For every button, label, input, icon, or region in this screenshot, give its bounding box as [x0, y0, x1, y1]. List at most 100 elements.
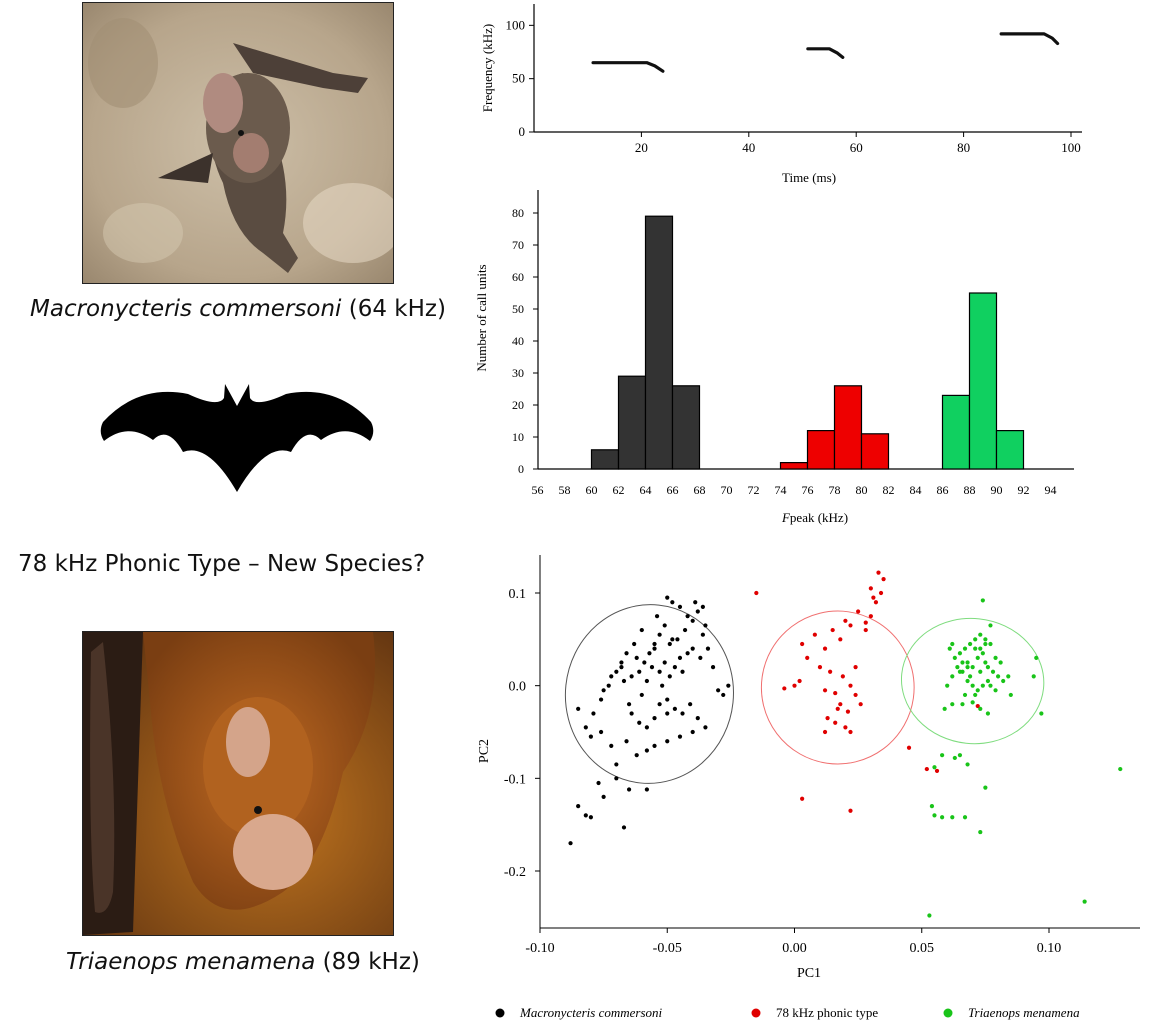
scatter-point	[721, 692, 726, 698]
x-axis-label: Fpeak (kHz)	[781, 510, 848, 525]
y-tick-label: 0.1	[509, 587, 527, 602]
y-tick-label: 80	[512, 206, 524, 220]
scatter-point	[591, 711, 596, 716]
scatter-point	[996, 674, 1001, 679]
legend-label: Macronycteris commersoni	[519, 1005, 663, 1020]
scatter-point	[568, 841, 573, 846]
scatter-point	[822, 646, 828, 651]
scatter-point	[690, 729, 695, 735]
scatter-point	[965, 762, 970, 767]
scatter-point	[698, 655, 703, 660]
scatter-point	[833, 690, 838, 696]
confidence-ellipse	[900, 617, 1045, 745]
scatter-point	[817, 665, 823, 670]
scatter-point	[685, 614, 690, 619]
scatter-point	[792, 683, 797, 688]
y-tick-label: 70	[512, 238, 524, 252]
scatter-point	[968, 674, 973, 679]
x-tick-label: 68	[694, 483, 706, 497]
scatter-point	[965, 665, 970, 670]
scatter-point	[606, 683, 611, 688]
scatter-point	[947, 646, 952, 651]
scatter-point	[677, 604, 683, 609]
scatter-point	[782, 686, 787, 691]
scatter-point	[695, 716, 700, 721]
scatter-point	[672, 706, 677, 711]
scatter-point	[868, 614, 873, 619]
scatter-point	[878, 590, 884, 596]
scatter-point	[644, 678, 649, 684]
x-axis-label: PC1	[797, 966, 821, 981]
scatter-point	[624, 739, 629, 744]
scatter-point	[700, 604, 705, 609]
scatter-point	[838, 637, 843, 642]
x-tick-label: 66	[667, 483, 679, 497]
bat-photo-menamena	[82, 631, 394, 936]
scatter-point	[657, 632, 662, 637]
y-tick-label: 0.0	[509, 680, 527, 695]
scatter-point	[726, 683, 731, 688]
scatter-point	[990, 669, 996, 674]
y-tick-label: 50	[512, 302, 524, 316]
scatter-point	[626, 702, 632, 707]
call-trace-1	[591, 61, 665, 73]
y-tick-label: -0.1	[504, 772, 526, 787]
scatter-point	[940, 815, 945, 820]
histogram-bar	[779, 462, 809, 470]
y-tick-label: 10	[512, 430, 524, 444]
scatter-point	[871, 595, 876, 600]
scatter-point	[1082, 899, 1087, 904]
histogram-bar	[806, 430, 836, 470]
x-tick-label: 82	[883, 483, 895, 497]
scatter-point	[657, 702, 662, 707]
x-tick-label: 56	[532, 483, 544, 497]
scatter-point	[682, 627, 688, 633]
bat-photo-commersoni	[82, 2, 394, 284]
scatter-point	[624, 651, 629, 656]
scatter-point	[934, 768, 940, 774]
scatter-point	[978, 646, 983, 651]
scatter-point	[695, 609, 700, 614]
scatter-point	[973, 646, 978, 651]
scatter-point	[619, 660, 624, 665]
legend-marker	[751, 1008, 761, 1018]
scatter-point	[639, 692, 644, 698]
scatter-point	[583, 813, 588, 818]
x-tick-label: -0.10	[525, 941, 554, 956]
scatter-point	[960, 702, 965, 707]
caption-commersoni-freq: (64 kHz)	[348, 296, 446, 322]
y-tick-label: 60	[512, 270, 524, 284]
scatter-point	[973, 692, 978, 698]
histogram-bar	[671, 385, 701, 470]
y-axis-label: Frequency (kHz)	[480, 24, 495, 112]
scatter-point	[985, 678, 991, 684]
x-tick-label: 64	[640, 483, 652, 497]
scatter-point	[978, 632, 983, 637]
scatter-point	[637, 720, 642, 725]
scatter-point	[840, 674, 845, 679]
scatter-point	[665, 711, 670, 716]
scatter-point	[693, 600, 698, 605]
scatter-point	[978, 706, 983, 711]
y-tick-label: 40	[512, 334, 524, 348]
scatter-point	[1118, 766, 1123, 772]
scatter-point	[754, 590, 759, 596]
scatter-point	[822, 729, 828, 735]
scatter-point	[962, 815, 968, 820]
x-tick-label: 60	[586, 483, 598, 497]
scatter-point	[957, 669, 963, 674]
scatter-point	[932, 765, 937, 770]
scatter-point	[660, 683, 665, 688]
scatter-point	[677, 734, 683, 739]
scatter-point	[1039, 711, 1044, 716]
scatter-point	[957, 651, 963, 656]
scatter-point	[716, 688, 721, 693]
scatter-point	[950, 702, 955, 707]
scatter-point	[950, 815, 955, 820]
bat-silhouette-icon	[98, 380, 376, 495]
x-tick-label: 90	[991, 483, 1003, 497]
y-tick-label: 0	[518, 462, 524, 476]
scatter-point	[988, 683, 993, 688]
scatter-point	[863, 627, 868, 633]
x-axis-label: Time (ms)	[782, 170, 836, 185]
